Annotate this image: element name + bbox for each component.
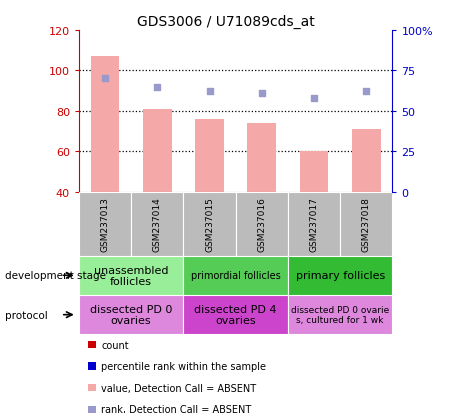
Text: GSM237014: GSM237014 <box>153 197 162 252</box>
Text: dissected PD 4
ovaries: dissected PD 4 ovaries <box>194 304 277 326</box>
Text: GSM237017: GSM237017 <box>309 197 318 252</box>
Bar <box>195 119 224 192</box>
Bar <box>79 256 184 295</box>
Text: dissected PD 0
ovaries: dissected PD 0 ovaries <box>90 304 172 326</box>
Bar <box>131 192 184 256</box>
Bar <box>184 192 236 256</box>
Bar <box>184 295 288 335</box>
Point <box>258 90 265 97</box>
Point <box>363 89 370 95</box>
Text: primary follicles: primary follicles <box>295 271 385 281</box>
Bar <box>79 192 131 256</box>
Bar <box>88 341 96 349</box>
Bar <box>352 130 381 192</box>
Text: GSM237016: GSM237016 <box>257 197 266 252</box>
Bar <box>340 192 392 256</box>
Bar <box>88 363 96 370</box>
Bar <box>184 256 288 295</box>
Text: count: count <box>101 340 129 350</box>
Bar <box>288 256 392 295</box>
Bar <box>143 109 172 192</box>
Text: percentile rank within the sample: percentile rank within the sample <box>101 361 267 371</box>
Text: dissected PD 0 ovarie
s, cultured for 1 wk: dissected PD 0 ovarie s, cultured for 1 … <box>291 305 389 325</box>
Text: GSM237018: GSM237018 <box>362 197 371 252</box>
Bar <box>88 406 96 413</box>
Bar <box>91 57 120 192</box>
Text: development stage: development stage <box>5 271 106 281</box>
Text: GSM237015: GSM237015 <box>205 197 214 252</box>
Point <box>310 95 318 102</box>
Bar <box>236 192 288 256</box>
Text: GDS3006 / U71089cds_at: GDS3006 / U71089cds_at <box>137 14 314 28</box>
Text: value, Detection Call = ABSENT: value, Detection Call = ABSENT <box>101 383 257 393</box>
Point <box>206 89 213 95</box>
Text: rank, Detection Call = ABSENT: rank, Detection Call = ABSENT <box>101 404 252 413</box>
Point <box>101 76 109 83</box>
Bar <box>248 123 276 192</box>
Text: GSM237013: GSM237013 <box>101 197 110 252</box>
Bar <box>88 384 96 392</box>
Bar <box>299 152 328 192</box>
Bar <box>288 295 392 335</box>
Text: protocol: protocol <box>5 310 47 320</box>
Text: primordial follicles: primordial follicles <box>191 271 281 281</box>
Bar <box>79 295 184 335</box>
Bar <box>288 192 340 256</box>
Point <box>154 84 161 91</box>
Text: unassembled
follicles: unassembled follicles <box>94 265 168 287</box>
